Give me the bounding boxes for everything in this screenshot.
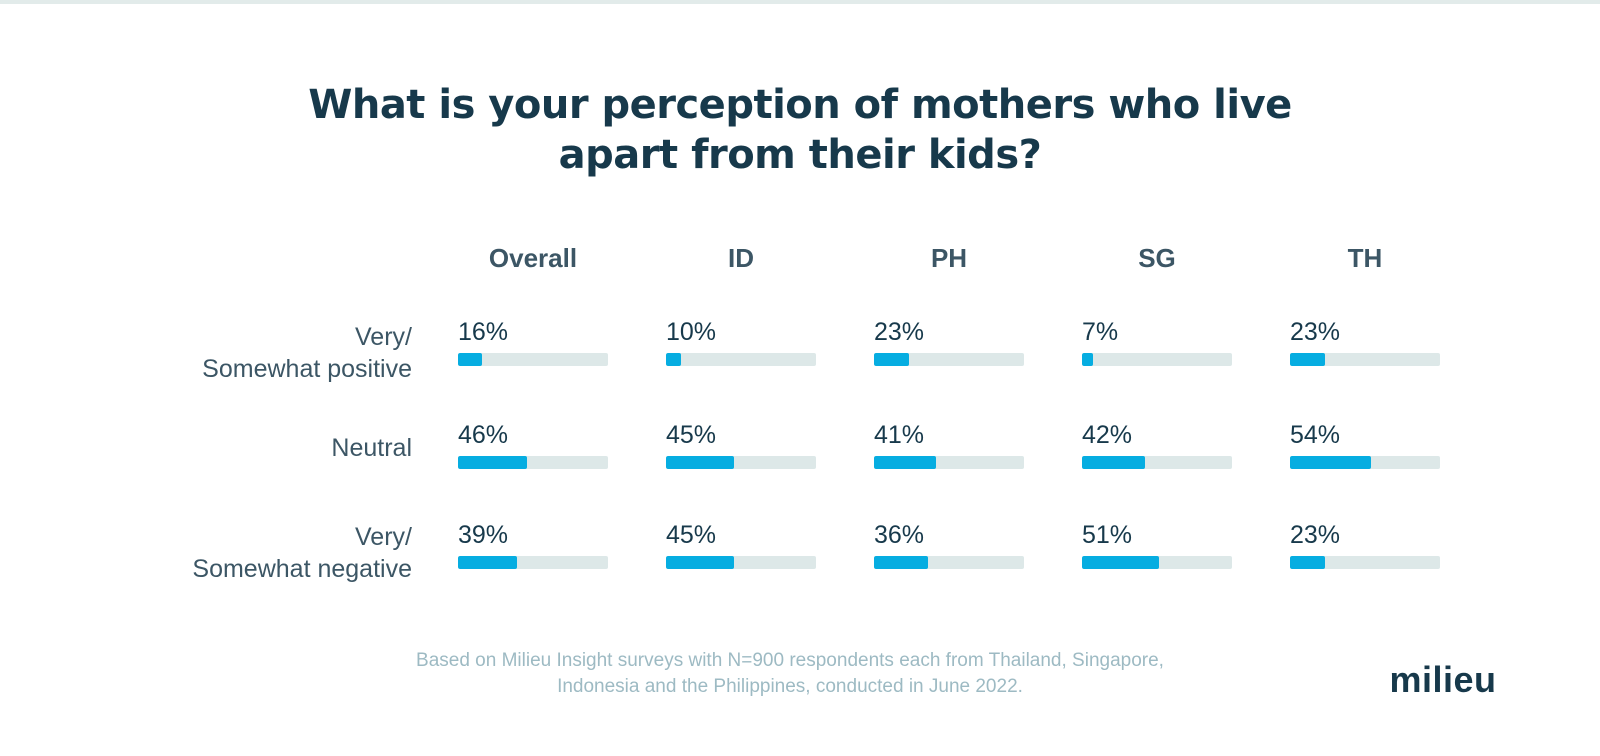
column-header-overall: Overall xyxy=(488,243,578,273)
bar-fill xyxy=(1082,556,1159,569)
bar-fill xyxy=(1290,353,1325,366)
bar-track xyxy=(1082,556,1232,569)
bar-track xyxy=(458,353,608,366)
row-label-line1: Very/ xyxy=(355,523,412,551)
bar-track xyxy=(1082,353,1232,366)
bar-fill xyxy=(458,556,517,569)
bar-cell: 41% xyxy=(874,421,1024,469)
data-label: 42% xyxy=(1082,421,1133,449)
bar-cell: 23% xyxy=(874,318,1024,366)
data-label: 45% xyxy=(666,521,717,549)
bar-cell: 16% xyxy=(458,318,608,366)
data-label: 41% xyxy=(874,421,925,449)
bar-cell: 45% xyxy=(666,521,816,569)
bar-fill xyxy=(1290,456,1371,469)
footnote: Based on Milieu Insight surveys with N=9… xyxy=(340,648,1240,700)
data-label: 23% xyxy=(874,318,925,346)
bar-cell: 45% xyxy=(666,421,816,469)
row-label-line1: Neutral xyxy=(331,434,412,462)
data-label: 46% xyxy=(458,421,509,449)
bar-fill xyxy=(874,556,928,569)
data-label: 39% xyxy=(458,521,509,549)
bar-track xyxy=(1290,556,1440,569)
chart-title: What is your perception of mothers who l… xyxy=(300,80,1300,180)
row-label-line1: Very/ xyxy=(355,323,412,351)
data-label: 45% xyxy=(666,421,717,449)
row-label-0: Very/Somewhat positive xyxy=(110,321,412,385)
bar-fill xyxy=(458,353,482,366)
bar-cell: 10% xyxy=(666,318,816,366)
bar-cell: 36% xyxy=(874,521,1024,569)
chart-title-line2: apart from their kids? xyxy=(558,132,1042,178)
bar-track xyxy=(666,556,816,569)
bar-fill xyxy=(874,456,936,469)
bar-cell: 23% xyxy=(1290,318,1440,366)
row-label-line2: Somewhat positive xyxy=(202,355,412,383)
data-label: 16% xyxy=(458,318,509,346)
bar-cell: 46% xyxy=(458,421,608,469)
footnote-line2: Indonesia and the Philippines, conducted… xyxy=(557,676,1023,697)
bar-fill xyxy=(1290,556,1325,569)
footnote-line1: Based on Milieu Insight surveys with N=9… xyxy=(416,650,1164,671)
data-label: 36% xyxy=(874,521,925,549)
bar-cell: 23% xyxy=(1290,521,1440,569)
bar-track xyxy=(874,556,1024,569)
row-label-2: Very/Somewhat negative xyxy=(110,521,412,585)
bar-track xyxy=(458,456,608,469)
bar-track xyxy=(666,456,816,469)
bar-track xyxy=(458,556,608,569)
bar-track xyxy=(874,353,1024,366)
bar-track xyxy=(874,456,1024,469)
bar-cell: 7% xyxy=(1082,318,1232,366)
column-header-id: ID xyxy=(728,243,754,273)
bar-fill xyxy=(458,456,527,469)
row-label-line2: Somewhat negative xyxy=(192,555,412,583)
bar-cell: 54% xyxy=(1290,421,1440,469)
column-header-th: TH xyxy=(1347,243,1383,273)
data-label: 7% xyxy=(1082,318,1119,346)
bar-track xyxy=(1082,456,1232,469)
bar-track xyxy=(1290,353,1440,366)
data-label: 54% xyxy=(1290,421,1341,449)
bar-fill xyxy=(1082,353,1093,366)
bar-cell: 39% xyxy=(458,521,608,569)
column-header-sg: SG xyxy=(1138,243,1176,273)
row-label-1: Neutral xyxy=(110,432,412,464)
bar-fill xyxy=(666,556,734,569)
data-label: 51% xyxy=(1082,521,1133,549)
bar-fill xyxy=(874,353,909,366)
top-divider xyxy=(0,0,1600,4)
bar-cell: 42% xyxy=(1082,421,1232,469)
bar-fill xyxy=(1082,456,1145,469)
bar-fill xyxy=(666,456,734,469)
milieu-logo: milieu xyxy=(1389,659,1497,700)
bar-track xyxy=(666,353,816,366)
bar-fill xyxy=(666,353,681,366)
data-label: 10% xyxy=(666,318,717,346)
bar-cell: 51% xyxy=(1082,521,1232,569)
chart-title-line1: What is your perception of mothers who l… xyxy=(308,82,1292,128)
data-label: 23% xyxy=(1290,521,1341,549)
column-header-ph: PH xyxy=(930,243,968,273)
data-label: 23% xyxy=(1290,318,1341,346)
bar-track xyxy=(1290,456,1440,469)
